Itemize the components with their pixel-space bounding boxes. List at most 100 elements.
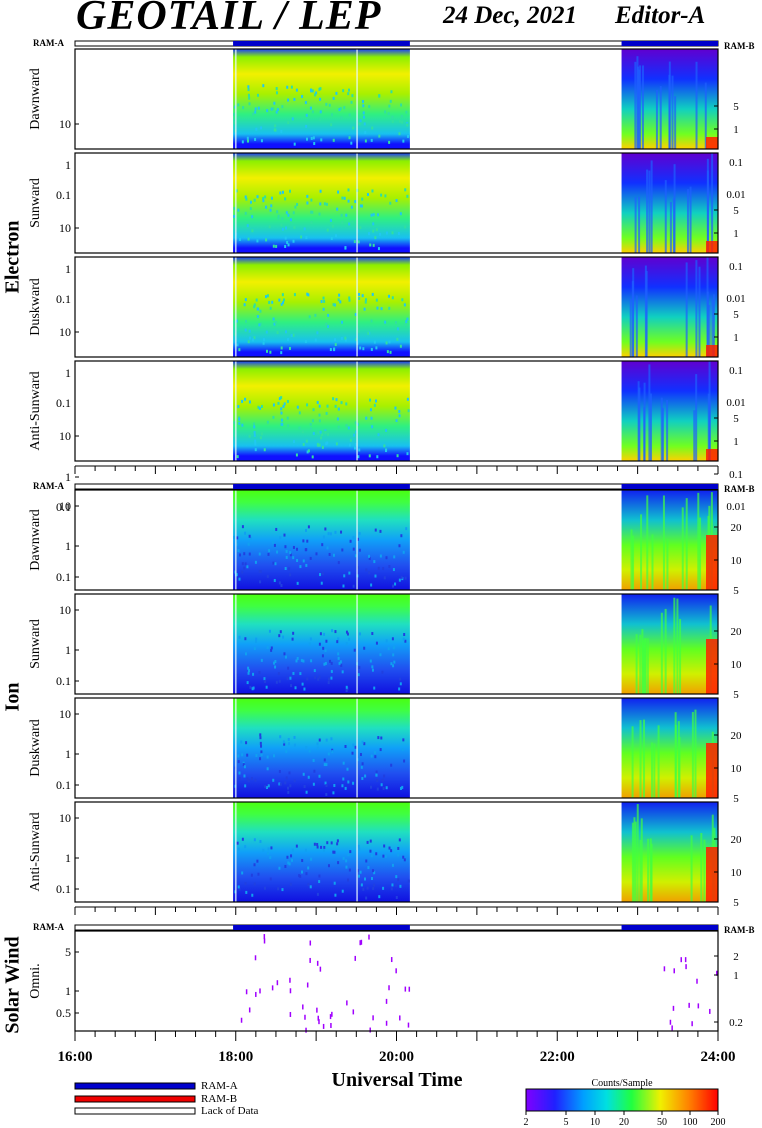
spectrogram-cell bbox=[277, 214, 280, 218]
y-tick-label: 10 bbox=[59, 603, 71, 617]
spectrogram-cell bbox=[321, 543, 324, 547]
spectrogram-cell bbox=[407, 409, 410, 413]
spike bbox=[634, 197, 637, 253]
spectrogram-cell bbox=[392, 568, 395, 572]
spectrogram-cell bbox=[405, 527, 408, 531]
spectrogram-cell bbox=[358, 532, 361, 536]
spectrogram-cell bbox=[252, 338, 255, 342]
spectrogram-cell bbox=[276, 550, 279, 554]
spectrogram-cell bbox=[318, 874, 321, 878]
spike bbox=[693, 410, 696, 461]
y2-tick-label: 1 bbox=[733, 332, 739, 344]
ram-b-label: RAM-B bbox=[724, 484, 755, 494]
y2-tick-label: 10 bbox=[731, 867, 743, 879]
spectrogram-cell bbox=[363, 742, 366, 746]
solar-wind-point bbox=[673, 968, 675, 974]
spike bbox=[708, 304, 711, 357]
spectrogram-cell bbox=[360, 204, 363, 208]
spectrogram-cell bbox=[321, 445, 324, 449]
spectrogram-cell bbox=[345, 685, 348, 689]
spectrogram-cell bbox=[293, 293, 296, 297]
spectrogram-cell bbox=[368, 557, 371, 561]
spectrogram-cell bbox=[313, 669, 316, 673]
solar-wind-point bbox=[691, 1021, 693, 1027]
spectrogram-cell bbox=[265, 349, 268, 353]
ram-a-label: RAM-A bbox=[33, 922, 64, 932]
spectrogram-cell bbox=[407, 879, 410, 883]
spectrogram-cell bbox=[244, 637, 247, 641]
spectrogram-cell bbox=[333, 783, 336, 787]
spectrogram-cell bbox=[345, 424, 348, 428]
spectrogram-hot bbox=[706, 847, 718, 902]
spectrogram-cell bbox=[337, 656, 340, 660]
spectrogram-cell bbox=[371, 126, 374, 130]
spectrogram-cell bbox=[345, 688, 348, 692]
spectrogram-cell bbox=[306, 539, 309, 543]
spectrogram-cell bbox=[302, 559, 305, 563]
spectrogram-cell bbox=[289, 882, 292, 886]
spectrogram-cell bbox=[328, 103, 331, 107]
spike bbox=[676, 598, 679, 694]
spectrogram-cell bbox=[283, 402, 286, 406]
solar-wind-point bbox=[697, 1003, 700, 1009]
spectrogram-cell bbox=[377, 736, 380, 740]
spectrogram-cell bbox=[244, 562, 247, 566]
spectrogram-cell bbox=[349, 539, 352, 543]
spectrogram-cell bbox=[392, 664, 395, 668]
spectrogram-cell bbox=[334, 234, 337, 238]
spectrogram-cell bbox=[304, 101, 307, 105]
solar-wind-point bbox=[352, 1009, 355, 1015]
spectrogram-cell bbox=[385, 428, 388, 432]
spike bbox=[634, 821, 637, 902]
spectrogram-cell bbox=[330, 676, 333, 680]
y2-tick-label: 5 bbox=[733, 309, 739, 321]
spectrogram-cell bbox=[370, 754, 373, 758]
spectrogram-cell bbox=[390, 90, 393, 94]
spectrogram-cell bbox=[394, 883, 397, 887]
spectrogram-cell bbox=[238, 635, 241, 639]
solar-wind-point bbox=[359, 940, 361, 946]
spectrogram-cell bbox=[260, 404, 263, 408]
spectrogram-cell bbox=[344, 786, 347, 790]
spectrogram-cell bbox=[385, 231, 388, 235]
solar-wind-point bbox=[254, 955, 257, 961]
spectrogram-cell bbox=[394, 582, 397, 586]
spectrogram-cell bbox=[357, 455, 360, 459]
spectrogram-cell bbox=[382, 886, 385, 890]
panel-label: Anti-Sunward bbox=[28, 371, 43, 450]
ram-a-bar bbox=[233, 925, 410, 930]
spectrogram-cell bbox=[246, 136, 249, 140]
solar-wind-point bbox=[399, 1015, 401, 1021]
spectrogram-cell bbox=[258, 407, 261, 411]
spectrogram-cell bbox=[328, 677, 331, 681]
spectrogram-cell bbox=[280, 129, 283, 133]
data-gap-line bbox=[356, 802, 358, 902]
spectrogram-cell bbox=[272, 317, 275, 321]
spectrogram-cell bbox=[371, 665, 374, 669]
spectrogram-cell bbox=[286, 416, 289, 420]
spectrogram-cell bbox=[355, 430, 358, 434]
spectrogram-cell bbox=[330, 123, 333, 127]
spectrogram-cell bbox=[358, 874, 361, 878]
spectrogram-cell bbox=[389, 201, 392, 205]
spectrogram-cell bbox=[358, 122, 361, 126]
spectrogram-cell bbox=[260, 753, 263, 757]
spectrogram-cell bbox=[311, 210, 314, 214]
data-gap-line bbox=[235, 153, 237, 253]
panel-frame bbox=[74, 489, 719, 591]
spectrogram-cell bbox=[253, 431, 256, 435]
y2-tick-label: 0.01 bbox=[726, 293, 745, 305]
spectrogram-cell bbox=[332, 96, 335, 100]
spectrogram-cell bbox=[389, 350, 392, 354]
spectrogram-cell bbox=[339, 660, 342, 664]
spectrogram-cell bbox=[269, 877, 272, 881]
spectrogram-cell bbox=[323, 299, 326, 303]
spectrogram-cell bbox=[400, 575, 403, 579]
spectrogram-cell bbox=[327, 313, 330, 317]
spectrogram-cell bbox=[318, 675, 321, 679]
solar-wind-point bbox=[716, 970, 718, 976]
spectrogram-cell bbox=[357, 240, 360, 244]
spectrogram-cell bbox=[359, 753, 362, 757]
spectrogram-cell bbox=[285, 330, 288, 334]
spectrogram-cell bbox=[383, 844, 386, 848]
